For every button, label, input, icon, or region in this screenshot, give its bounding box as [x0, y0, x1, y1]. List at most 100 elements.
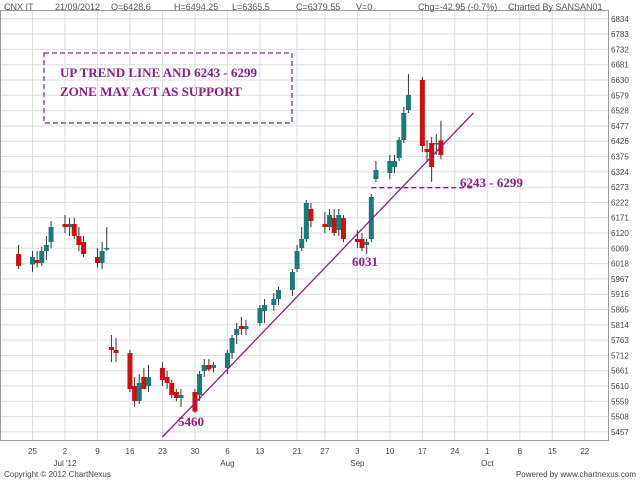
x-tick-label: 15 — [548, 447, 557, 456]
x-tick-label: 23 — [158, 447, 167, 456]
candle — [206, 359, 212, 371]
annotation-box — [43, 52, 293, 124]
y-tick-label: 5457 — [611, 428, 629, 437]
candle — [113, 338, 119, 362]
candle-body — [39, 251, 45, 263]
candle-body — [197, 374, 203, 395]
candle-body — [192, 392, 198, 412]
x-tick-label: 1 — [485, 447, 490, 456]
candle — [243, 320, 249, 335]
candle — [178, 389, 184, 407]
candle-body — [136, 383, 142, 401]
candle-body — [206, 365, 212, 370]
volume-label: V=0 — [356, 2, 372, 12]
y-tick-label: 5763 — [611, 336, 629, 345]
candle-body — [294, 251, 300, 269]
candle-body — [364, 242, 370, 245]
y-tick-label: 6732 — [611, 45, 629, 54]
candle-body — [76, 236, 82, 245]
y-tick-label: 6018 — [611, 260, 629, 269]
candle-body — [132, 386, 138, 401]
y-tick-label: 5712 — [611, 351, 629, 360]
candle-body — [405, 95, 411, 110]
candle — [132, 377, 138, 407]
candle — [99, 242, 105, 269]
support-zone-label: 6243 - 6299 — [460, 175, 523, 190]
candle — [271, 293, 277, 311]
x-tick-label: 22 — [580, 447, 589, 456]
candle-body — [373, 170, 379, 179]
candle-body — [169, 383, 175, 395]
candle-body — [224, 353, 230, 368]
candle-body — [359, 239, 365, 248]
y-tick-label: 6681 — [611, 61, 629, 70]
annotation-line-1: UP TREND LINE AND 6243 - 6299 — [60, 65, 257, 80]
candle — [327, 209, 333, 230]
y-tick-label: 6477 — [611, 122, 629, 131]
candle — [405, 74, 411, 113]
candle — [34, 251, 40, 268]
y-tick-label: 6171 — [611, 214, 629, 223]
candle — [127, 350, 133, 392]
candle-body — [396, 140, 402, 158]
candle-body — [173, 392, 179, 398]
powered-by-text: Powered by www.chartnexus.com — [516, 470, 636, 479]
candle — [424, 140, 430, 161]
candle-body — [308, 209, 314, 221]
candle — [238, 317, 244, 335]
candle — [169, 380, 175, 398]
candle — [94, 248, 100, 268]
x-tick-label: 2 — [63, 447, 68, 456]
candle-body — [387, 161, 393, 173]
y-tick-label: 6069 — [611, 244, 629, 253]
x-tick-label: 25 — [28, 447, 37, 456]
annotation-line-2: ZONE MAY ACT AS SUPPORT — [60, 84, 242, 99]
candle-body — [113, 350, 119, 353]
candle — [275, 287, 281, 305]
candle-body — [99, 251, 105, 263]
candle — [289, 269, 295, 296]
candle — [308, 203, 314, 227]
candle-body — [210, 365, 216, 368]
candle-body — [336, 215, 342, 230]
x-month-label: Oct — [481, 459, 494, 468]
uptrend-line — [161, 112, 474, 438]
candle-body — [368, 197, 374, 239]
candle-body — [289, 272, 295, 290]
candle — [373, 161, 379, 182]
candle-body — [164, 377, 170, 383]
y-tick-label: 5661 — [611, 367, 629, 376]
candle — [76, 227, 82, 251]
candle-body — [234, 329, 240, 335]
x-tick-label: 6 — [225, 447, 230, 456]
candle-body — [141, 377, 147, 389]
candle-body — [238, 326, 244, 329]
y-tick-label: 5814 — [611, 321, 629, 330]
candle — [141, 368, 147, 389]
candle-body — [340, 218, 346, 239]
candle — [71, 218, 77, 239]
candle-body — [16, 254, 22, 266]
candle — [294, 245, 300, 272]
candle — [173, 389, 179, 401]
high-label: H=6494.25 — [174, 2, 218, 12]
candle-body — [48, 227, 54, 242]
copyright-text: Copyright © 2012 ChartNexus — [4, 470, 111, 479]
candle — [43, 236, 49, 260]
low-label-5460: 5460 — [178, 414, 204, 429]
candle — [429, 137, 435, 182]
x-axis: 25 2 9 16 23 30 6 13 21 27 3 10 17 24 1 8 15 22 Jul '12 Aug… — [28, 447, 590, 468]
candle-body — [299, 239, 305, 248]
candle-body — [104, 248, 110, 250]
candle — [210, 362, 216, 373]
candle — [229, 335, 235, 359]
candle-body — [331, 218, 337, 233]
candle — [104, 227, 110, 251]
candle-body — [159, 368, 165, 380]
x-tick-label: 8 — [518, 447, 523, 456]
candle — [48, 221, 54, 248]
candle — [368, 194, 374, 242]
y-tick-label: 6273 — [611, 183, 629, 192]
candle — [146, 365, 152, 392]
